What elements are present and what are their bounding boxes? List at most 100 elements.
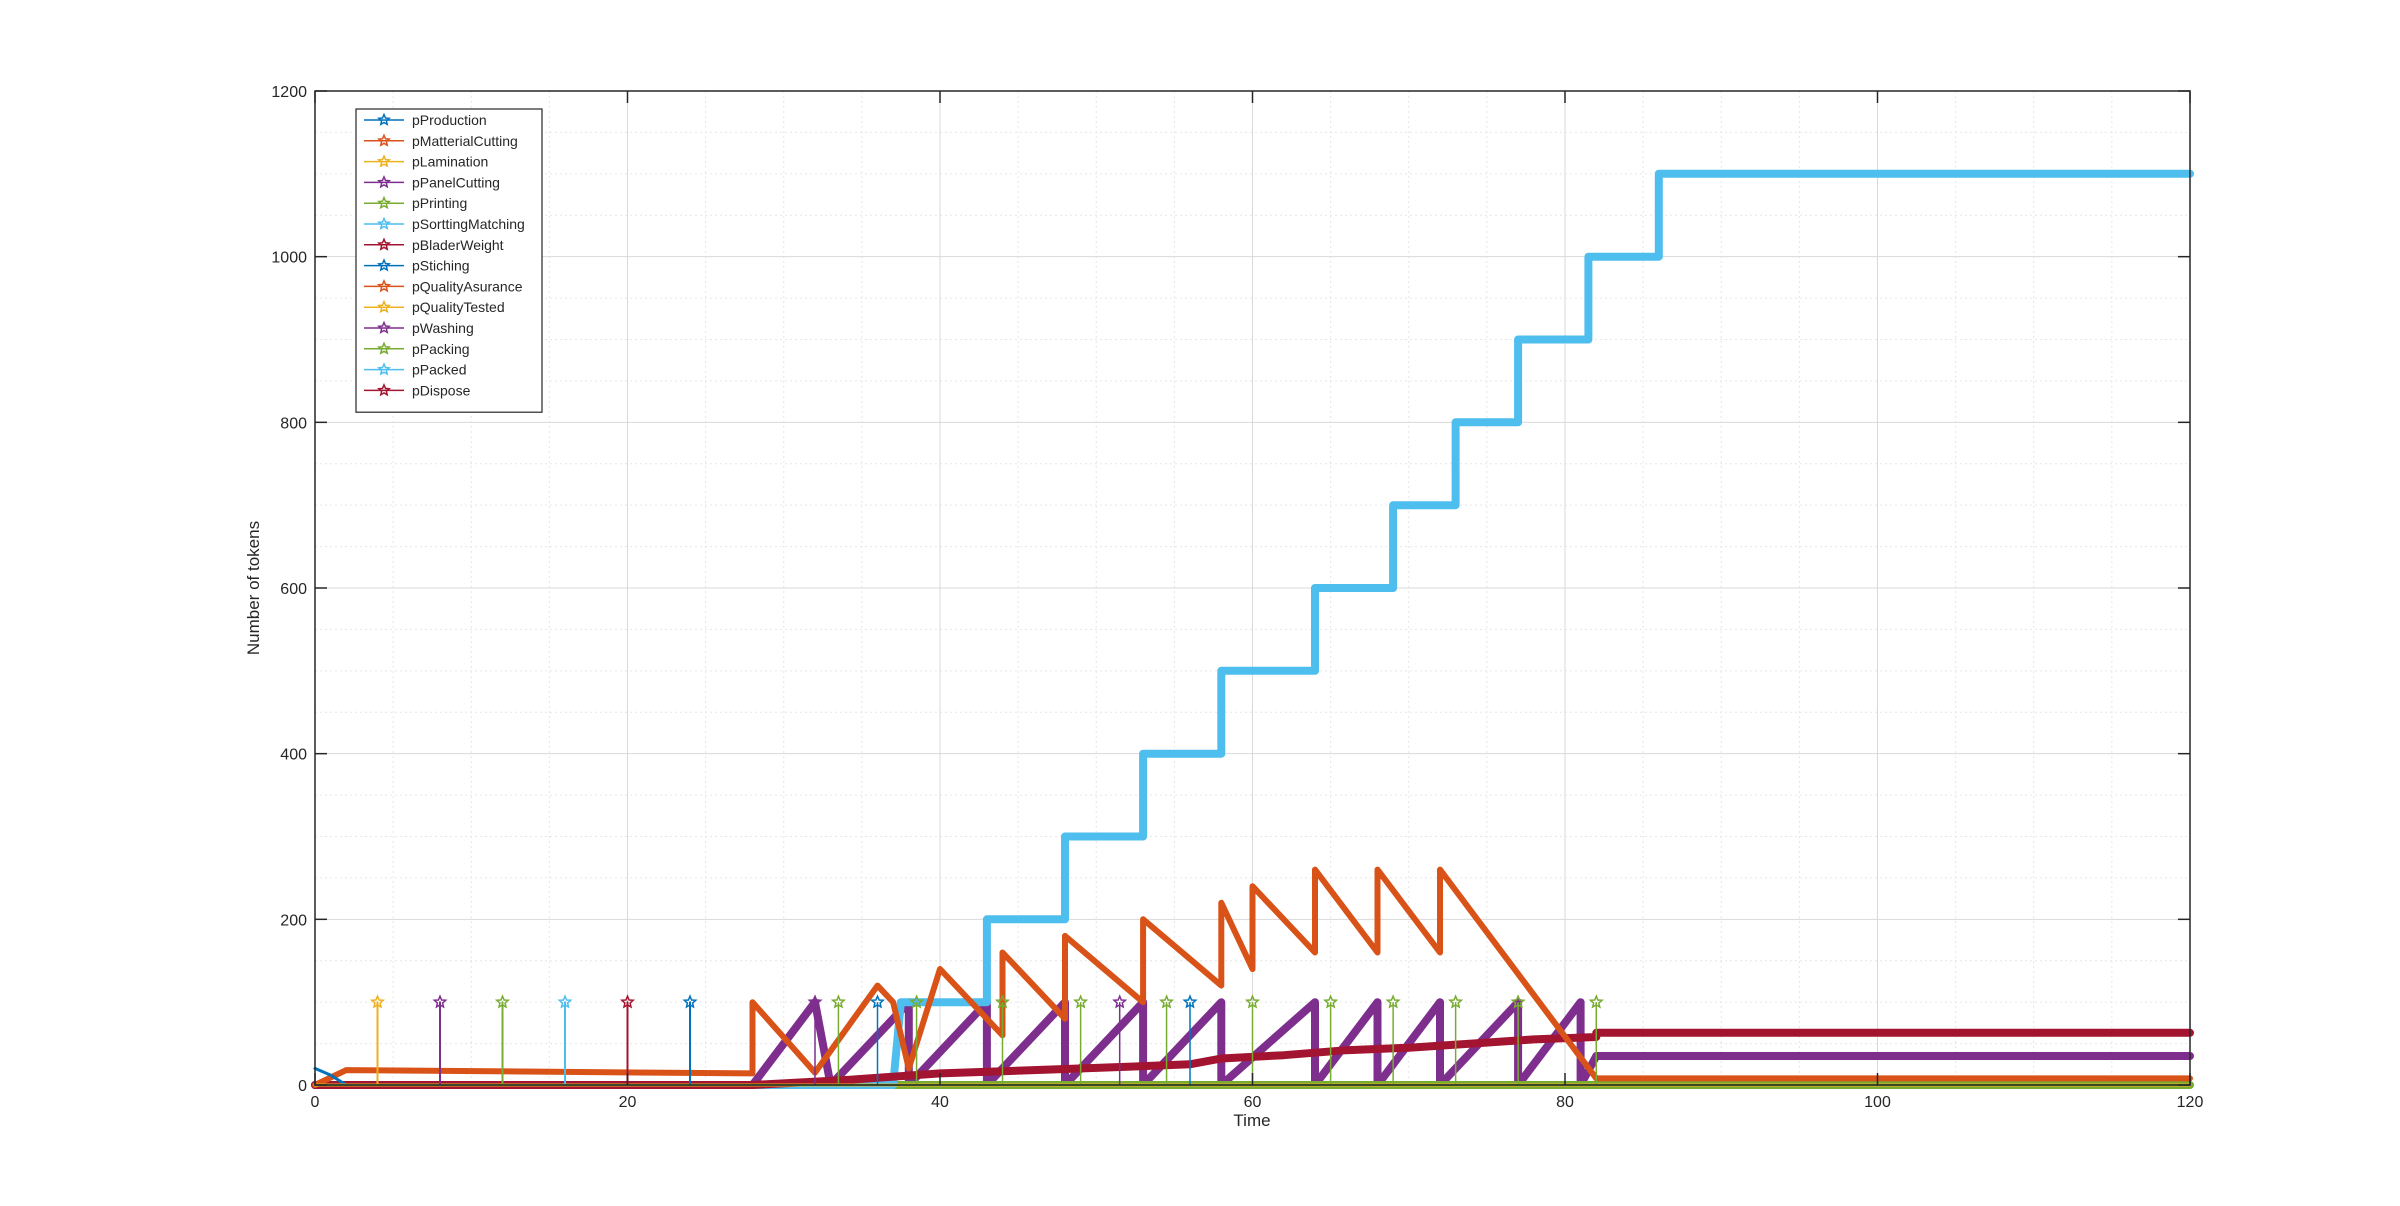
legend-item: pSorttingMatching — [364, 216, 525, 232]
spike-pPrinting — [1448, 994, 1464, 1085]
legend-label: pPacked — [412, 362, 466, 378]
legend-label: pProduction — [412, 112, 487, 128]
spike-marker — [432, 994, 448, 1009]
legend-swatch-marker — [376, 133, 392, 147]
spike-pPrinting — [1510, 994, 1526, 1085]
legend-item: pStiching — [364, 258, 470, 274]
spike-pPrinting — [1073, 994, 1089, 1085]
legend-item: pPacking — [364, 341, 470, 357]
spike-marker — [682, 994, 698, 1009]
legend-label: pQualityAsurance — [412, 278, 523, 294]
spike-marker — [994, 994, 1011, 1009]
x-axis-label: Time — [1233, 1111, 1270, 1130]
legend-swatch-marker — [376, 320, 392, 334]
legend-swatch-marker — [376, 216, 392, 230]
legend-label: pQualityTested — [412, 299, 505, 315]
spike-marker — [869, 994, 886, 1009]
series-line — [311, 169, 2194, 1089]
spike-marker — [1588, 994, 1604, 1009]
spike-pPacking — [994, 994, 1011, 1085]
spike-pStiching — [869, 994, 886, 1085]
spike-pPrinting — [1588, 994, 1604, 1085]
legend-item: pWashing — [364, 320, 474, 336]
spike-marker — [494, 994, 511, 1009]
spike-marker — [1448, 994, 1464, 1009]
spike-pSorttingMatching — [557, 994, 573, 1085]
legend-item: pPanelCutting — [364, 174, 500, 190]
legend-box — [355, 108, 543, 413]
legend-swatch-marker — [376, 299, 392, 314]
spike-marker — [557, 994, 573, 1009]
spike-pPanelCutting — [807, 994, 823, 1085]
legend: pProduction pMatterialCutting pLamination p… — [355, 108, 543, 413]
legend-label: pPacking — [412, 341, 470, 357]
legend-swatch-marker — [376, 112, 392, 126]
legend-item: pDispose — [364, 382, 471, 398]
legend-swatch-marker — [376, 278, 392, 293]
x-tick-label: 0 — [311, 1094, 320, 1111]
series-line — [312, 866, 2193, 1088]
legend-label: pBladerWeight — [412, 237, 504, 253]
legend-item: pPrinting — [364, 195, 467, 211]
legend-swatch-marker — [376, 362, 392, 376]
spike-marker — [1159, 994, 1175, 1009]
spike-pPacking — [494, 994, 511, 1085]
legend-swatch-marker — [376, 258, 392, 272]
y-axis-label: Number of tokens — [244, 521, 263, 655]
spike-pWashing — [1112, 994, 1128, 1085]
spike-marker — [1510, 994, 1526, 1009]
x-tick-label: 60 — [1244, 1094, 1262, 1111]
legend-swatch-marker — [376, 341, 392, 355]
legend-item: pMatterialCutting — [364, 133, 518, 149]
legend-label: pSorttingMatching — [412, 216, 525, 232]
legend-item: pBladerWeight — [364, 237, 504, 253]
x-tick-label: 20 — [619, 1094, 637, 1111]
spike-pWashing — [432, 994, 448, 1085]
series-pPacked — [311, 169, 2194, 1089]
y-tick-label: 0 — [298, 1078, 307, 1095]
spike-marker — [909, 994, 925, 1009]
spike-marker — [1073, 994, 1089, 1009]
legend-item: pLamination — [364, 154, 488, 170]
legend-swatch-marker — [376, 174, 392, 189]
spike-pLamination — [369, 994, 386, 1085]
legend-label: pLamination — [412, 154, 488, 170]
legend-swatch-marker — [376, 237, 392, 251]
spike-marker — [830, 994, 846, 1009]
spike-marker — [807, 994, 823, 1009]
spike-pStiching — [682, 994, 698, 1085]
spike-pPrinting — [1385, 994, 1401, 1085]
spike-marker — [1182, 994, 1198, 1009]
spike-pStiching — [1182, 994, 1198, 1085]
legend-label: pMatterialCutting — [412, 133, 518, 149]
spike-pPrinting — [830, 994, 846, 1085]
x-tick-label: 40 — [931, 1094, 949, 1111]
legend-label: pPanelCutting — [412, 174, 500, 190]
legend-label: pDispose — [412, 382, 471, 398]
spike-marker — [619, 994, 636, 1009]
spike-marker — [1112, 994, 1128, 1009]
spike-marker — [1244, 994, 1261, 1009]
spike-pBladerWeight — [619, 994, 636, 1085]
spike-marker — [1323, 994, 1339, 1009]
spike-pPacking — [909, 994, 925, 1085]
legend-item: pPacked — [364, 362, 466, 378]
legend-label: pStiching — [412, 258, 470, 274]
x-tick-label: 120 — [2177, 1094, 2204, 1111]
legend-item: pQualityAsurance — [364, 278, 523, 294]
y-tick-label: 1000 — [271, 250, 307, 267]
spike-pPrinting — [1159, 994, 1175, 1085]
legend-swatch-marker — [376, 195, 392, 210]
legend-swatch-marker — [376, 154, 392, 168]
x-tick-label: 100 — [1864, 1094, 1891, 1111]
spike-pPrinting — [1323, 994, 1339, 1085]
y-tick-label: 800 — [280, 415, 307, 432]
spike-pPacking — [1244, 994, 1261, 1085]
y-tick-label: 400 — [280, 747, 307, 764]
y-tick-label: 600 — [280, 581, 307, 598]
y-tick-label: 200 — [280, 912, 307, 929]
legend-item: pProduction — [364, 112, 487, 128]
